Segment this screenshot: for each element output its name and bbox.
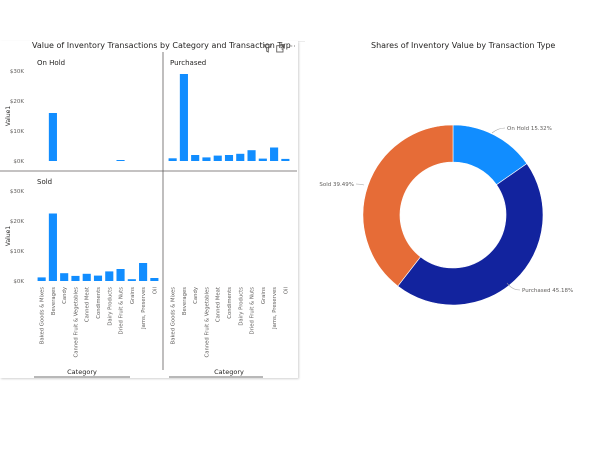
bar-purchased <box>191 155 200 161</box>
leader-line <box>491 127 506 134</box>
x-tick-label: Condiments <box>96 287 102 319</box>
x-tick-label: Grains <box>261 287 267 304</box>
bar-purchased <box>168 158 177 161</box>
bar-sold <box>105 271 114 281</box>
y-tick-label: $0K <box>13 159 24 165</box>
bar-sold <box>60 273 69 281</box>
x-axis-label: Category <box>214 368 244 376</box>
bar-on-hold <box>116 160 125 161</box>
x-tick-label: Oil <box>152 287 158 294</box>
data-label: On Hold 15.32% <box>507 126 552 132</box>
x-tick-label: Jams, Preserves <box>272 287 278 330</box>
x-tick-label: Oil <box>283 287 289 294</box>
bar-purchased <box>258 158 267 161</box>
bar-purchased <box>213 155 222 161</box>
x-tick-label: Canned Meat <box>85 287 91 322</box>
data-label: Sold 39.49% <box>319 182 354 188</box>
y-tick-label: $10K <box>10 249 24 255</box>
data-label: Purchased 45.18% <box>522 288 573 294</box>
bar-purchased <box>270 147 279 161</box>
x-axis-label: Category <box>67 368 97 376</box>
panel-label: Purchased <box>170 59 206 67</box>
x-tick-label: Dairy Products <box>238 287 244 326</box>
bar-purchased <box>281 158 290 161</box>
panel-label: On Hold <box>37 59 65 67</box>
leader-line <box>355 183 365 186</box>
donut-visual[interactable] <box>305 41 600 378</box>
x-tick-label: Jams, Preserves <box>141 287 147 330</box>
bar-on-hold <box>48 113 57 161</box>
bar-sold <box>71 275 80 281</box>
bar-purchased <box>224 155 234 161</box>
more-options-icon[interactable]: ··· <box>288 42 296 51</box>
bar-sold <box>116 269 125 281</box>
bar-sold <box>48 213 57 281</box>
x-tick-label: Beverages <box>182 287 188 315</box>
x-tick-label: Baked Goods & Mixes <box>171 287 177 345</box>
x-tick-label: Dairy Products <box>107 287 113 326</box>
y-tick-label: $30K <box>10 69 24 75</box>
bar-sold <box>93 275 103 281</box>
left-visual-title: Value of Inventory Transactions by Categ… <box>32 41 291 50</box>
bar-sold <box>150 278 159 281</box>
right-visual-title: Shares of Inventory Value by Transaction… <box>371 41 556 50</box>
x-tick-label: Candy <box>193 287 199 304</box>
bar-purchased <box>202 157 211 161</box>
y-tick-label: $30K <box>10 189 24 195</box>
x-tick-label: Canned Fruit & Vegetables <box>204 287 210 358</box>
y-tick-label: $20K <box>10 99 24 105</box>
bar-purchased <box>179 74 188 161</box>
donut-slice-sold <box>362 124 454 287</box>
donut-slice-purchased <box>397 163 544 306</box>
bar-sold <box>127 279 136 281</box>
x-tick-label: Canned Meat <box>216 287 222 322</box>
x-tick-label: Dried Fruit & Nuts <box>119 287 125 335</box>
top-divider <box>0 41 600 42</box>
x-tick-label: Candy <box>62 287 68 304</box>
bar-sold <box>82 273 91 281</box>
bar-sold <box>139 263 148 281</box>
focus-mode-icon[interactable] <box>276 44 285 55</box>
bar-purchased <box>247 150 256 161</box>
x-tick-label: Baked Goods & Mixes <box>40 287 46 345</box>
leader-line <box>506 282 521 291</box>
filter-icon[interactable] <box>262 44 273 55</box>
y-tick-label: $0K <box>13 279 24 285</box>
y-axis-label: Value1 <box>5 106 12 126</box>
x-tick-label: Dried Fruit & Nuts <box>250 287 256 335</box>
y-tick-label: $20K <box>10 219 24 225</box>
x-tick-label: Beverages <box>51 287 57 315</box>
y-axis-label: Value1 <box>5 226 12 246</box>
x-tick-label: Canned Fruit & Vegetables <box>73 287 79 358</box>
small-multiples-visual[interactable] <box>0 41 298 378</box>
panel-label: Sold <box>37 178 52 186</box>
bar-sold <box>37 277 46 281</box>
bar-purchased <box>236 153 245 161</box>
x-tick-label: Condiments <box>227 287 233 319</box>
y-tick-label: $10K <box>10 129 24 135</box>
x-tick-label: Grains <box>130 287 136 304</box>
